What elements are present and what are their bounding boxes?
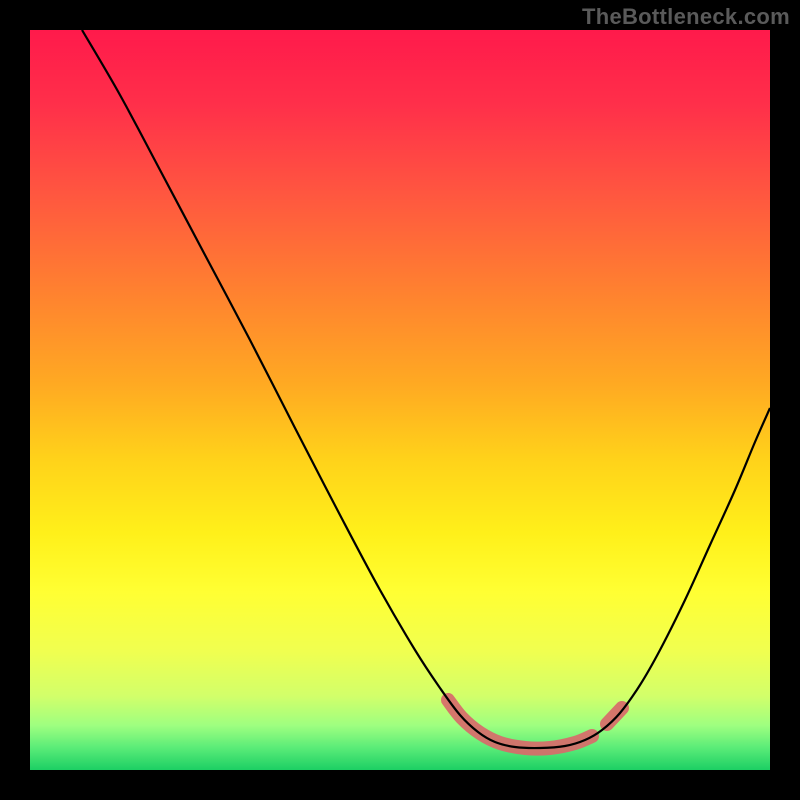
chart-container: TheBottleneck.com	[0, 0, 800, 800]
watermark-text: TheBottleneck.com	[582, 4, 790, 30]
bottleneck-chart	[0, 0, 800, 800]
plot-background	[30, 30, 770, 770]
